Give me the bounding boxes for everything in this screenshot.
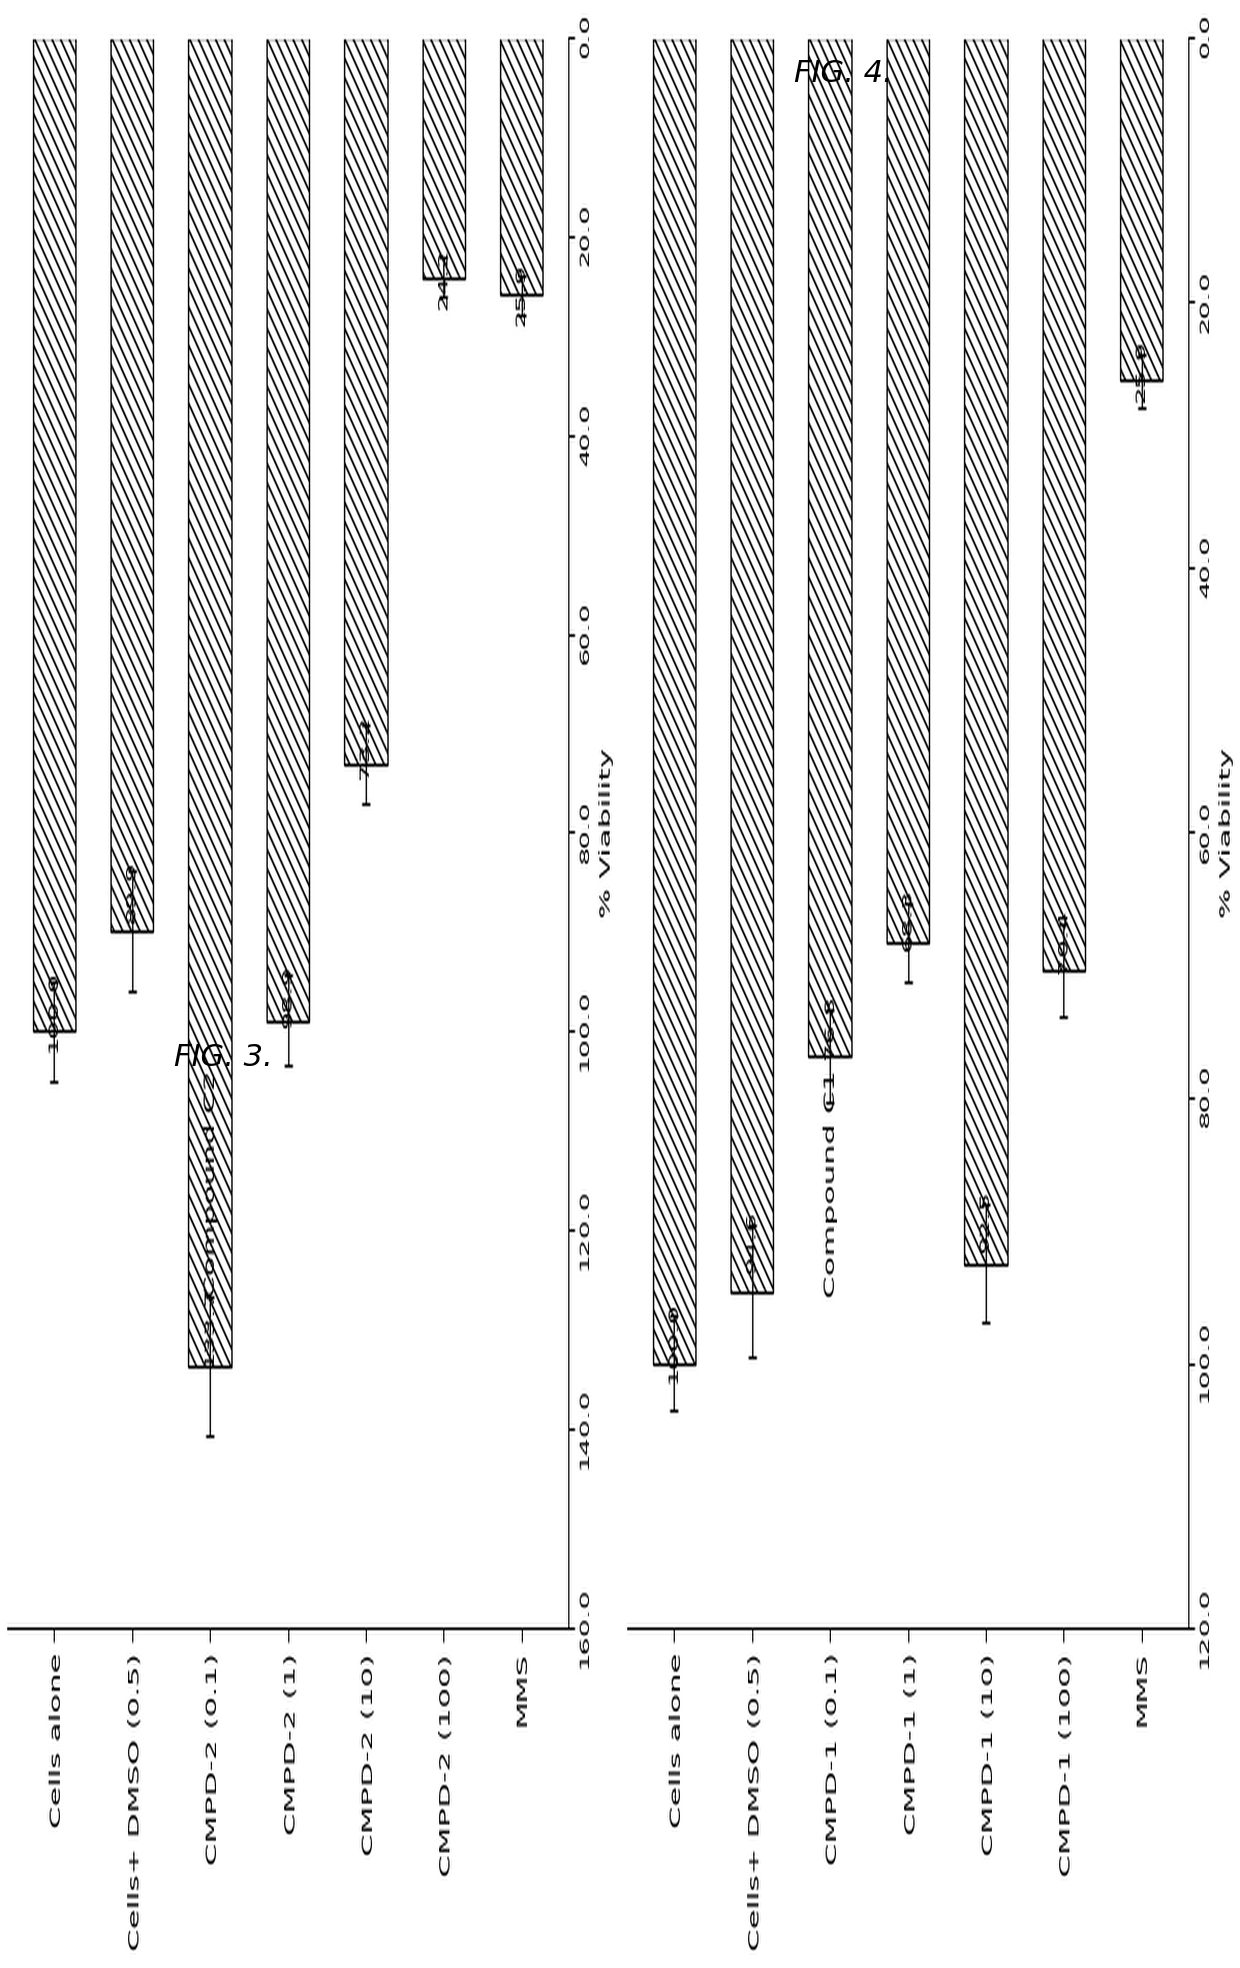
Text: FIG. 4.: FIG. 4. — [794, 59, 893, 89]
Text: FIG. 3.: FIG. 3. — [174, 1043, 273, 1073]
